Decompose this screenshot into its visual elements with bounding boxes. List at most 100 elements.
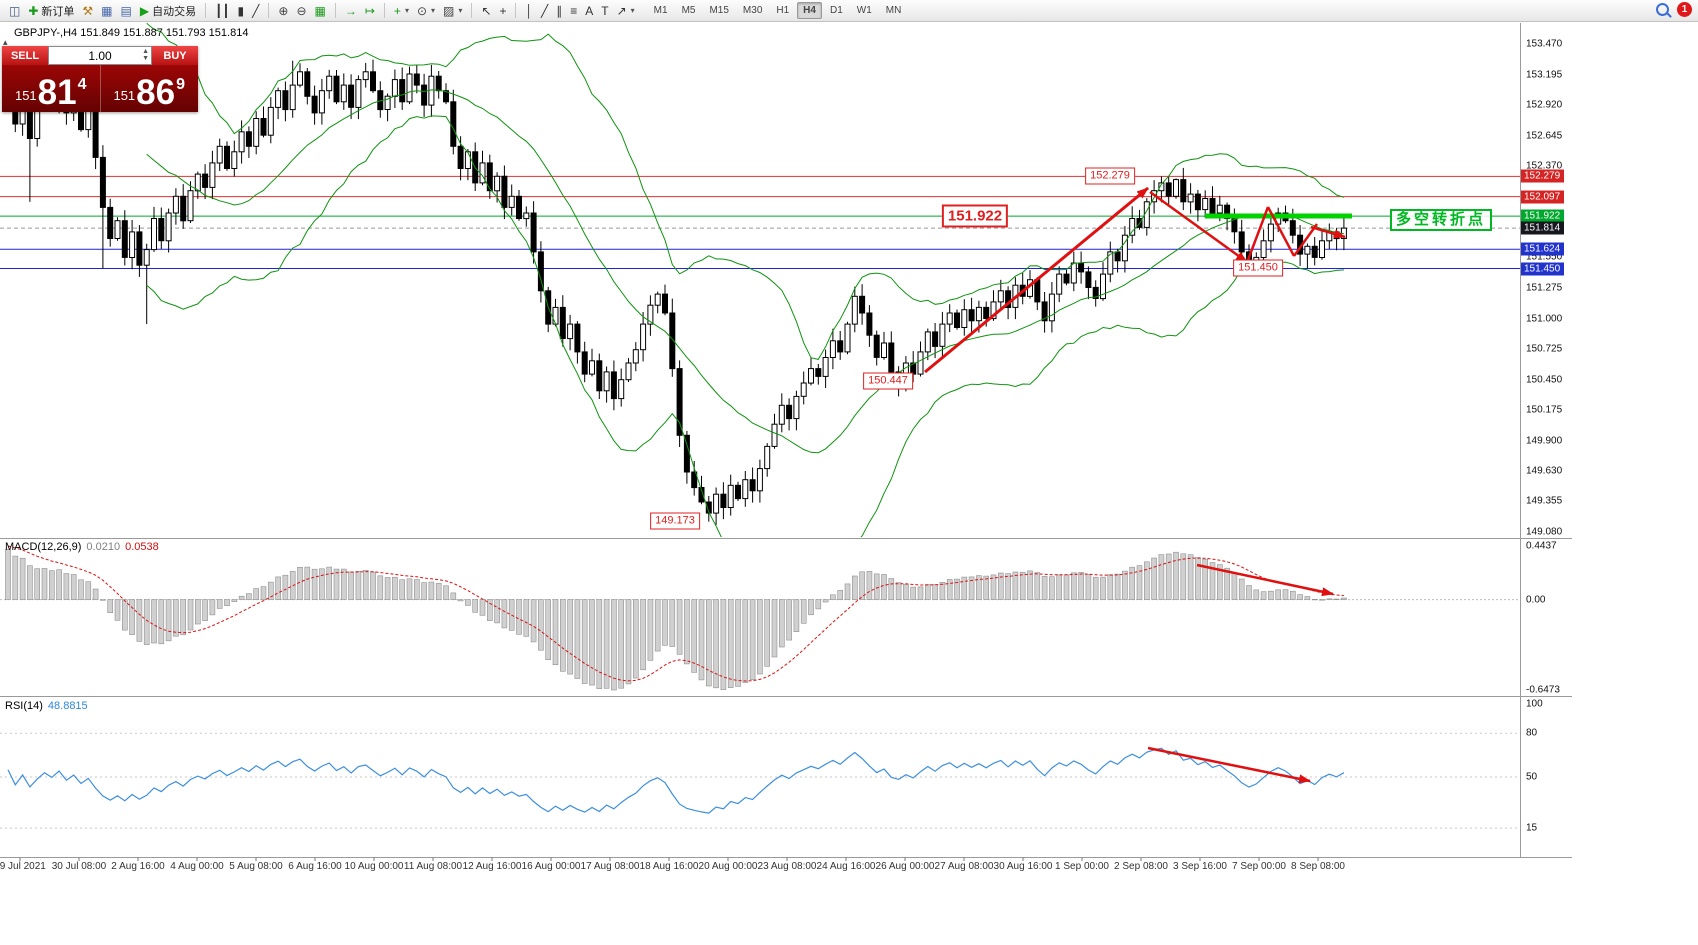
annotation-151.922[interactable]: 151.922 <box>941 204 1009 228</box>
annotation-150.447[interactable]: 150.447 <box>863 372 913 390</box>
auto-trading-icon: ▶ <box>139 3 150 18</box>
channel-button[interactable]: ∥ <box>552 1 566 21</box>
price-scale-label: 150.725 <box>1526 343 1563 355</box>
fibonacci-button[interactable]: ≡ <box>566 1 581 21</box>
time-axis-label: 30 Aug 16:00 <box>993 861 1053 872</box>
price-tag-152.097: 152.097 <box>1521 190 1565 204</box>
text-label-button[interactable]: T <box>597 1 612 21</box>
volume-stepper[interactable]: ▲ ▼ <box>48 46 152 65</box>
time-axis-label: 17 Aug 08:00 <box>580 861 640 872</box>
panel-collapse-icon[interactable]: ▴ <box>3 37 8 47</box>
ask-big: 86 <box>136 73 176 112</box>
toolbar-separator <box>334 3 336 18</box>
shapes-button[interactable]: ↗ ▾ <box>613 1 639 21</box>
ask-price[interactable]: 151 86 9 <box>101 65 199 112</box>
annotation-149.173[interactable]: 149.173 <box>650 512 700 530</box>
metaeditor-button[interactable]: ⚒ <box>78 1 97 21</box>
volume-down-icon[interactable]: ▼ <box>142 55 149 62</box>
time-axis-label: 24 Aug 16:00 <box>816 861 876 872</box>
time-axis-label: 26 Aug 00:00 <box>875 861 935 872</box>
zoom-out-button[interactable]: ⊖ <box>292 1 310 21</box>
timeframe-m30-button[interactable]: M30 <box>742 5 763 16</box>
templates-button[interactable]: ▨ ▾ <box>439 1 466 21</box>
crosshair-button[interactable]: + <box>495 1 510 21</box>
volume-up-icon[interactable]: ▲ <box>142 48 149 55</box>
profiles-button[interactable]: ▦ <box>97 1 116 21</box>
macd-pane <box>0 545 1520 691</box>
price-tag-151.814: 151.814 <box>1521 221 1565 235</box>
bid-sup: 4 <box>77 76 87 93</box>
vertical-line-button[interactable]: │ <box>521 1 537 21</box>
auto-trading-button[interactable]: ▶ 自动交易 <box>136 1 200 21</box>
auto-scroll-button[interactable]: → <box>341 1 361 21</box>
price-scale-label: 149.630 <box>1526 465 1563 477</box>
bid-price[interactable]: 151 81 4 <box>2 65 100 112</box>
macd-header: MACD(12,26,9) 0.0210 0.0538 <box>5 541 159 553</box>
annotation-152.279[interactable]: 152.279 <box>1085 167 1135 185</box>
macd-signal-line <box>7 545 1344 682</box>
volume-input[interactable] <box>63 47 137 64</box>
sell-button[interactable]: SELL <box>2 46 48 65</box>
new-chart-button[interactable]: ◫ <box>5 1 24 21</box>
tile-windows-button[interactable]: ▦ <box>311 1 330 21</box>
line-chart-button[interactable]: ╱ <box>248 1 263 21</box>
new-chart-icon: ◫ <box>9 3 21 18</box>
bar-chart-button[interactable]: ┃┃ <box>211 1 233 21</box>
time-axis-label: 23 Aug 08:00 <box>757 861 817 872</box>
rsi-header: RSI(14) 48.8815 <box>5 700 88 712</box>
trendline-button[interactable]: ╱ <box>537 1 552 21</box>
macd-scale-top: 0.4437 <box>1526 540 1557 552</box>
new-order-button[interactable]: ✚ 新订单 <box>24 1 78 21</box>
search-icon[interactable] <box>1656 3 1669 16</box>
time-axis-label: 2 Aug 16:00 <box>111 861 165 872</box>
price-tag-151.450: 151.450 <box>1521 262 1565 275</box>
volume-spinner[interactable]: ▲ ▼ <box>142 48 149 62</box>
bid-big: 81 <box>37 73 77 112</box>
chevron-down-icon: ▾ <box>431 6 436 15</box>
main-chart-pane <box>0 23 1520 537</box>
timeframe-h4-button[interactable]: H4 <box>797 2 822 19</box>
timeframe-h1-button[interactable]: H1 <box>776 5 790 16</box>
periods-icon: ⊙ <box>416 3 428 18</box>
auto-trading-button-label: 自动交易 <box>152 5 197 18</box>
notification-badge[interactable]: 1 <box>1677 2 1692 17</box>
time-axis-label: 10 Aug 00:00 <box>344 861 404 872</box>
price-scale-label: 149.080 <box>1526 526 1563 538</box>
text-button[interactable]: A <box>581 1 597 21</box>
timeframe-mn-button[interactable]: MN <box>885 5 902 16</box>
cursor-button[interactable]: ↖ <box>477 1 495 21</box>
chart-shift-button[interactable]: ↦ <box>361 1 379 21</box>
text-icon: A <box>585 3 594 18</box>
timeframe-w1-button[interactable]: W1 <box>856 5 872 16</box>
timeframe-m1-button[interactable]: M1 <box>653 5 668 16</box>
buy-button[interactable]: BUY <box>152 46 198 65</box>
timeframe-m5-button[interactable]: M5 <box>681 5 696 16</box>
rsi-scale-100: 100 <box>1526 698 1543 710</box>
rsi-scale-15: 15 <box>1526 822 1538 834</box>
time-axis-label: 27 Aug 08:00 <box>934 861 994 872</box>
indicators-button[interactable]: + ▾ <box>390 1 413 21</box>
ask-sup: 9 <box>176 76 186 93</box>
metaeditor-icon: ⚒ <box>82 3 94 18</box>
rsi-scale-50: 50 <box>1526 771 1538 783</box>
macd-value-2: 0.0538 <box>125 541 159 553</box>
macd-scale-bottom: -0.6473 <box>1526 684 1560 696</box>
rsi-label: RSI(14) <box>5 700 43 712</box>
time-axis-label: 5 Aug 08:00 <box>229 861 283 872</box>
timeframe-d1-button[interactable]: D1 <box>829 5 843 16</box>
bid-prefix: 151 <box>14 88 37 103</box>
price-divider <box>99 65 101 112</box>
vertical-line-icon: │ <box>525 3 533 18</box>
cursor-icon: ↖ <box>481 3 492 18</box>
price-scale-label: 153.195 <box>1526 69 1563 81</box>
zoom-in-button[interactable]: ⊕ <box>274 1 292 21</box>
time-axis-label: 4 Aug 00:00 <box>170 861 224 872</box>
window-list-button[interactable]: ▤ <box>117 1 136 21</box>
annotation-多空转折点[interactable]: 多空转折点 <box>1389 209 1493 231</box>
periods-button[interactable]: ⊙ ▾ <box>413 1 439 21</box>
timeframe-m15-button[interactable]: M15 <box>709 5 729 16</box>
annotation-151.450[interactable]: 151.450 <box>1233 259 1283 277</box>
chevron-down-icon: ▾ <box>404 6 409 15</box>
candle-chart-button[interactable]: ▮ <box>234 1 249 21</box>
